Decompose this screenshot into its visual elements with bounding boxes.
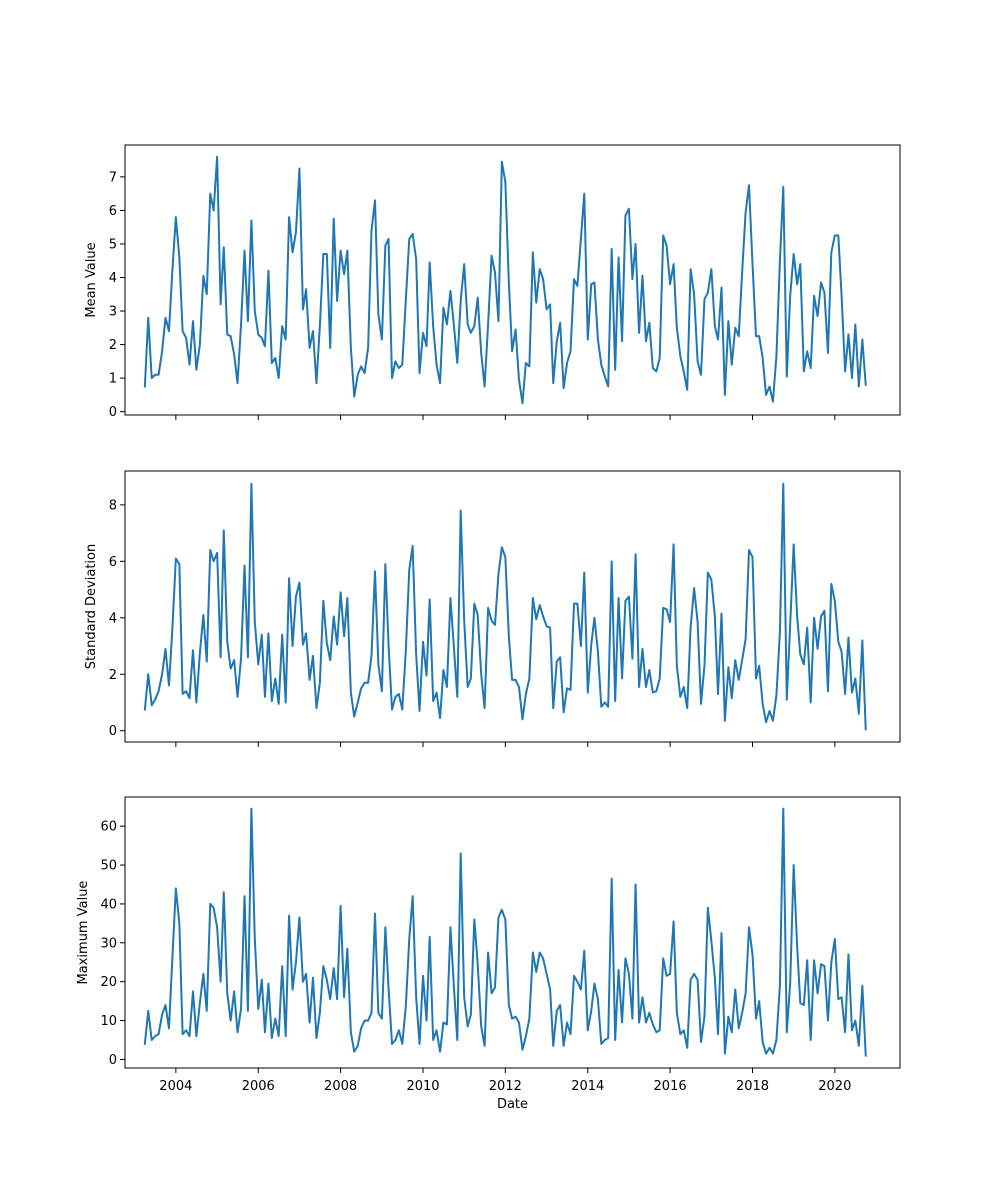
mean-value-axes-frame bbox=[124, 144, 901, 416]
date-x-axis-label: Date bbox=[497, 1097, 528, 1112]
y-tick-label: 30 bbox=[100, 936, 117, 951]
y-tick-label: 0 bbox=[109, 405, 117, 420]
y-tick-label: 0 bbox=[109, 724, 117, 739]
y-tick-label: 10 bbox=[100, 1014, 117, 1029]
mean-value-y-axis-label: Mean Value bbox=[84, 242, 99, 317]
y-tick-label: 1 bbox=[109, 372, 117, 387]
x-tick-label: 2020 bbox=[818, 1079, 851, 1094]
y-tick-label: 8 bbox=[109, 498, 117, 513]
series-line-0 bbox=[143, 155, 867, 405]
mean-value-lines bbox=[143, 155, 867, 405]
y-tick-label: 0 bbox=[109, 1053, 117, 1068]
standard-deviation-ticks: 0 2 4 6 8 bbox=[109, 498, 836, 747]
x-tick-label: 2004 bbox=[159, 1079, 192, 1094]
y-tick-label: 60 bbox=[100, 820, 117, 835]
y-tick-label: 2 bbox=[109, 668, 117, 683]
mean-value-panel: 0 1 2 3 4 5 6 7 Mean Value bbox=[84, 144, 901, 420]
maximum-value-panel: 2004 2006 2008 2010 2012 2014 2016 2018 2020 0 10 2… bbox=[76, 796, 901, 1112]
x-tick-label: 2010 bbox=[406, 1079, 439, 1094]
maximum-value-y-axis-label: Maximum Value bbox=[76, 881, 91, 985]
maximum-value-axes-frame bbox=[124, 796, 901, 1069]
standard-deviation-axes-frame bbox=[124, 470, 901, 743]
x-tick-label: 2006 bbox=[242, 1079, 275, 1094]
y-tick-label: 50 bbox=[100, 859, 117, 874]
series-line-0 bbox=[143, 482, 867, 731]
y-tick-label: 6 bbox=[109, 204, 117, 219]
y-tick-label: 2 bbox=[109, 338, 117, 353]
y-tick-label: 6 bbox=[109, 555, 117, 570]
standard-deviation-y-axis-label: Standard Deviation bbox=[84, 544, 99, 669]
x-tick-label: 2008 bbox=[324, 1079, 357, 1094]
x-tick-label: 2018 bbox=[736, 1079, 769, 1094]
y-tick-label: 40 bbox=[100, 897, 117, 912]
y-tick-label: 20 bbox=[100, 975, 117, 990]
y-tick-label: 7 bbox=[109, 170, 117, 185]
maximum-value-lines bbox=[143, 807, 867, 1057]
x-tick-label: 2012 bbox=[489, 1079, 522, 1094]
y-tick-label: 4 bbox=[109, 271, 117, 286]
y-tick-label: 4 bbox=[109, 611, 117, 626]
x-tick-label: 2014 bbox=[571, 1079, 604, 1094]
series-line-0 bbox=[143, 807, 867, 1057]
y-tick-label: 5 bbox=[109, 237, 117, 252]
x-tick-label: 2016 bbox=[654, 1079, 687, 1094]
mean-value-ticks: 0 1 2 3 4 5 6 7 bbox=[109, 170, 836, 420]
standard-deviation-panel: 0 2 4 6 8 Standard Deviation bbox=[84, 470, 901, 747]
y-tick-label: 3 bbox=[109, 305, 117, 320]
standard-deviation-lines bbox=[143, 482, 867, 731]
maximum-value-ticks: 2004 2006 2008 2010 2012 2014 2016 2018 2020 0 10 2… bbox=[100, 820, 851, 1094]
